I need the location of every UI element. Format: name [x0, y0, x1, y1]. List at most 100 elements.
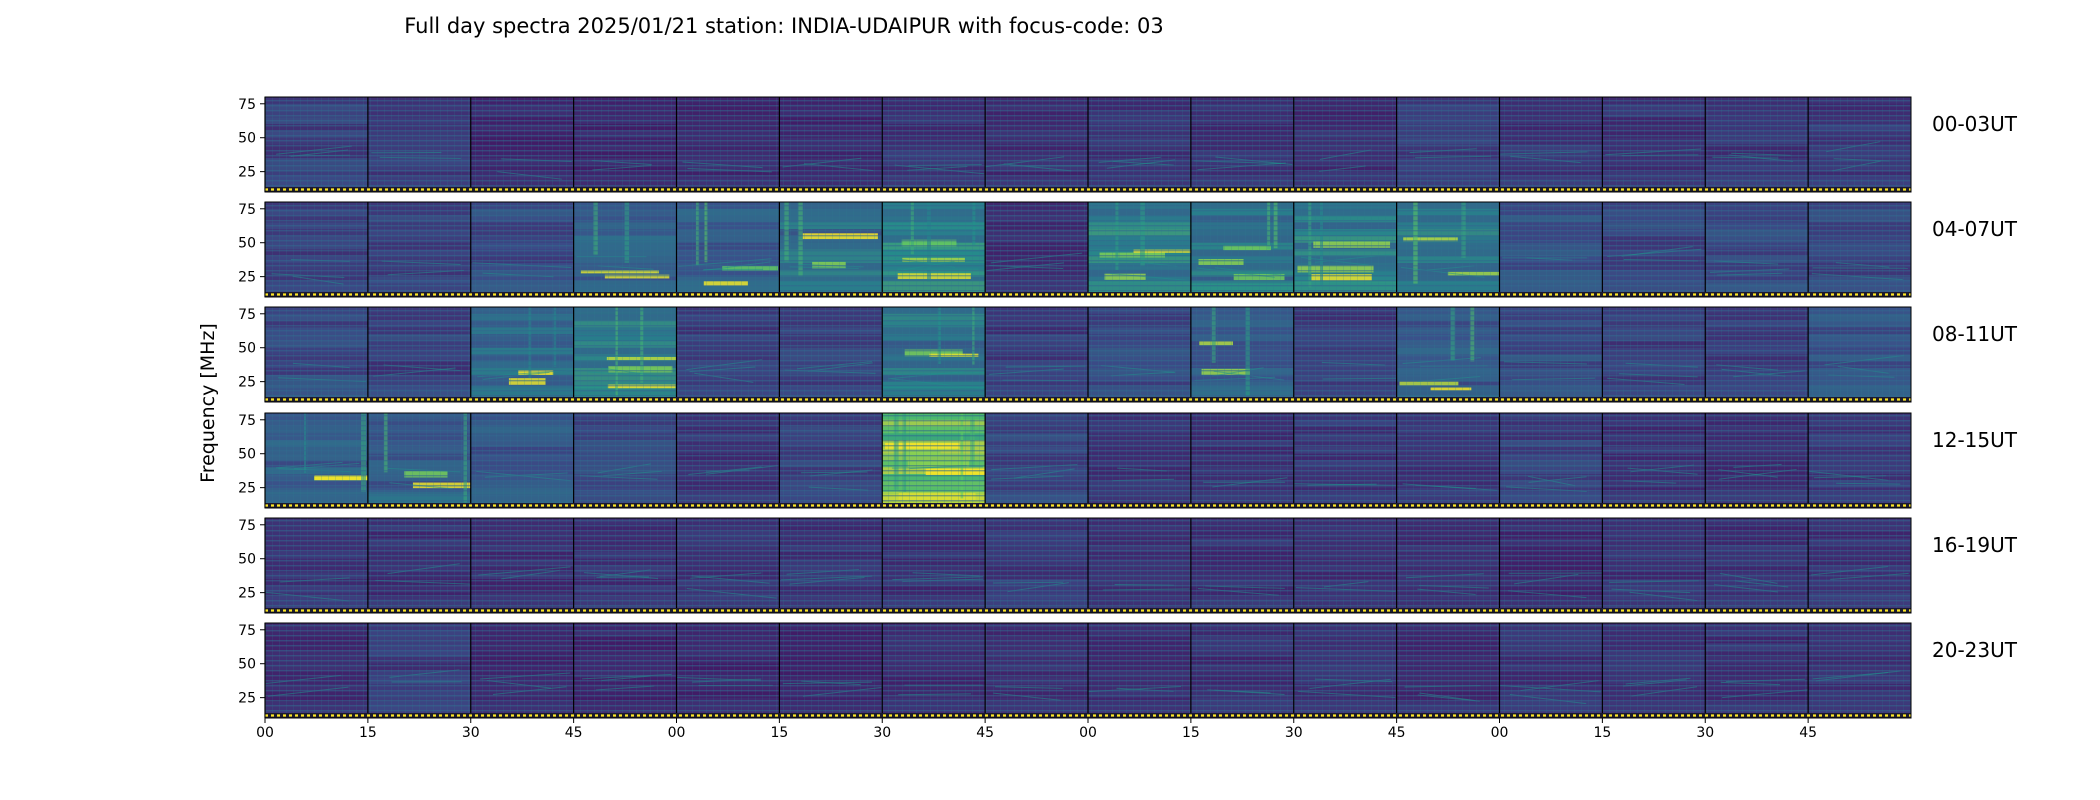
spectrum-panel — [1190, 518, 1294, 613]
panel-texture — [1602, 413, 1706, 508]
spectrum-panel — [984, 623, 1088, 718]
panel-texture — [676, 202, 780, 297]
panel-texture — [985, 97, 1088, 192]
x-tick-label: 15 — [359, 725, 377, 741]
spectrum-panel — [675, 518, 780, 613]
spectrum-panel — [1601, 623, 1706, 718]
spectrum-panel — [675, 97, 780, 192]
panel-texture — [1088, 623, 1191, 718]
y-tick-label: 75 — [238, 307, 256, 323]
row-label: 08-11UT — [1932, 322, 2018, 346]
y-axis-label: Frequency [MHz] — [197, 323, 219, 483]
spectrum-panel — [264, 623, 368, 718]
spectrum-panel — [264, 413, 368, 508]
panel-texture — [882, 307, 986, 402]
spectrum-panel — [1396, 307, 1500, 402]
panel-texture — [1499, 202, 1603, 297]
x-tick-label: 30 — [462, 725, 480, 741]
spectrum-panel — [984, 518, 1088, 613]
spectrum-panel — [573, 518, 677, 613]
spectrum-panel — [367, 202, 471, 297]
spectrum-panel — [881, 97, 986, 192]
spectrum-panel — [675, 413, 780, 508]
x-tick-label: 45 — [1388, 725, 1406, 741]
x-tick-label: 30 — [873, 725, 891, 741]
spectrum-panel — [470, 623, 574, 718]
panel-texture — [676, 413, 780, 508]
panel-texture — [676, 623, 780, 718]
panel-texture — [1088, 307, 1191, 402]
spectrum-panel — [1601, 413, 1706, 508]
spectrum-panel — [1498, 518, 1603, 613]
spectrum-panel — [1087, 97, 1191, 192]
y-tick-label: 25 — [238, 691, 256, 707]
row-frame — [264, 201, 1912, 298]
spectrum-panel — [778, 413, 883, 508]
row-label: 16-19UT — [1932, 533, 2018, 557]
spectrum-panel — [264, 202, 368, 297]
spectrum-panel — [1498, 413, 1603, 508]
spectrum-panel — [1704, 623, 1809, 718]
panel-texture — [573, 202, 677, 297]
panel-texture — [882, 202, 986, 297]
panel-texture — [1293, 202, 1397, 297]
spectrum-panel — [675, 202, 780, 297]
panel-texture — [985, 623, 1088, 718]
spectrum-panel — [1498, 97, 1603, 192]
panel-texture — [265, 307, 368, 402]
panel-texture — [367, 623, 471, 718]
spectrum-panel — [1396, 202, 1500, 297]
spectrum-panel — [470, 518, 574, 613]
spectrum-panel — [1293, 202, 1397, 297]
panel-texture — [367, 307, 471, 402]
y-tick-label: 25 — [238, 270, 256, 286]
y-tick-label: 50 — [238, 447, 256, 463]
spectra-row: 25 50 75 00-03UT — [238, 96, 2018, 193]
panel-texture — [1396, 518, 1500, 613]
x-tick-label: 45 — [976, 725, 994, 741]
x-tick-label: 15 — [1182, 725, 1200, 741]
spectrum-panel — [1807, 623, 1911, 718]
panel-texture — [882, 518, 986, 613]
x-tick-label: 45 — [1799, 725, 1817, 741]
spectrum-panel — [984, 202, 1088, 297]
row-label: 00-03UT — [1932, 112, 2018, 136]
panel-texture — [779, 202, 883, 297]
y-tick-label: 25 — [238, 375, 256, 391]
panel-texture — [265, 518, 368, 613]
spectrum-panel — [470, 202, 574, 297]
spectrum-panel — [675, 623, 780, 718]
y-tick-label: 25 — [238, 481, 256, 497]
spectrum-panel — [367, 307, 471, 402]
panel-texture — [470, 202, 574, 297]
spectrum-panel — [1704, 307, 1809, 402]
panel-texture — [882, 97, 986, 192]
spectrum-panel — [1293, 623, 1397, 718]
spectrum-panel — [1704, 97, 1809, 192]
spectrum-panel — [264, 518, 368, 613]
spectrum-panel — [573, 307, 677, 402]
spectrum-panel — [1601, 307, 1706, 402]
y-tick-label: 50 — [238, 552, 256, 568]
spectrum-panel — [1396, 623, 1500, 718]
panel-texture — [1808, 97, 1911, 192]
spectrum-panel — [1087, 413, 1191, 508]
panel-texture — [1190, 623, 1294, 718]
panel-texture — [985, 202, 1088, 297]
panel-texture — [779, 413, 883, 508]
row-label: 12-15UT — [1932, 428, 2018, 452]
y-tick-label: 50 — [238, 341, 256, 357]
spectrum-panel — [1396, 518, 1500, 613]
panel-texture — [676, 97, 780, 192]
spectrum-panel — [1704, 518, 1809, 613]
spectrum-panel — [1601, 518, 1706, 613]
panel-texture — [1602, 307, 1706, 402]
x-tick-label: 00 — [256, 725, 274, 741]
panel-texture — [573, 518, 677, 613]
spectrum-panel — [1807, 97, 1911, 192]
spectrum-panel — [1498, 623, 1603, 718]
row-frame — [264, 412, 1912, 509]
spectrum-panel — [881, 307, 986, 402]
panel-texture — [985, 413, 1088, 508]
